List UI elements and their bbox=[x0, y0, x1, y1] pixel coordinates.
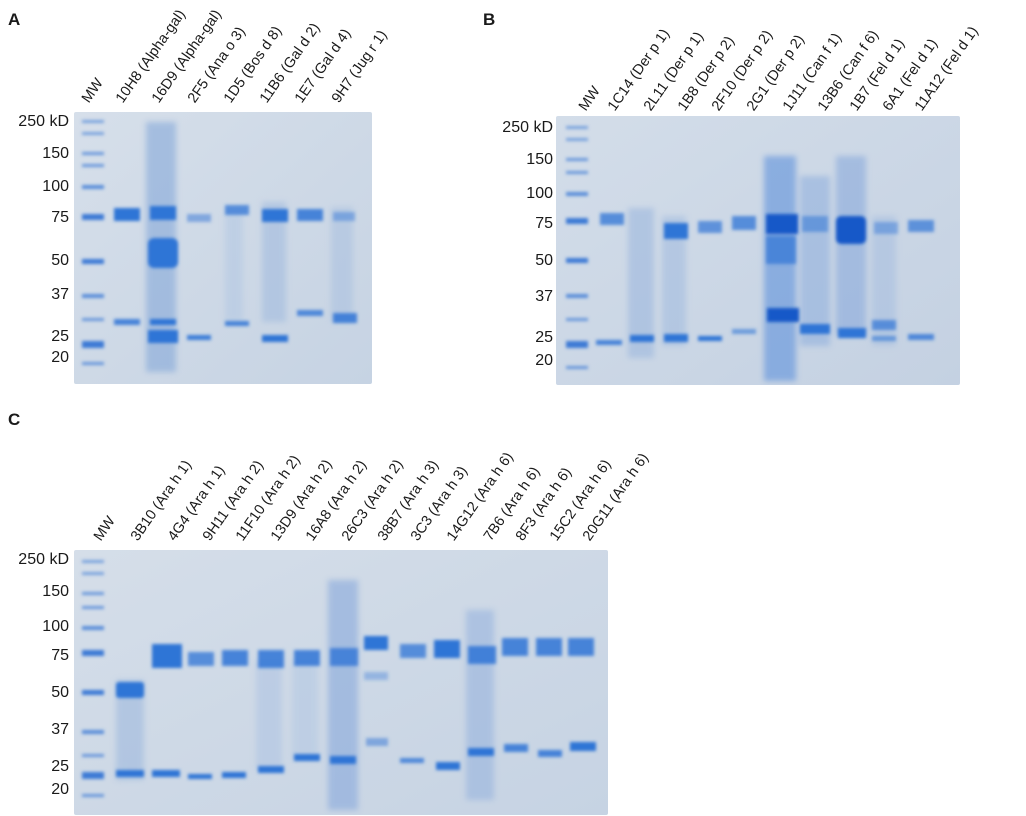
lane-label: 14G12 (Ara h 6) bbox=[443, 449, 517, 544]
gel-image bbox=[556, 116, 960, 385]
marker-label: 75 bbox=[51, 209, 69, 226]
marker-label: 50 bbox=[535, 252, 553, 269]
marker-label: 100 bbox=[42, 178, 69, 195]
panel-letter-a: A bbox=[8, 10, 21, 29]
gel-image bbox=[74, 112, 372, 384]
marker-label: 25 bbox=[51, 328, 69, 345]
panel-letter-c: C bbox=[8, 410, 21, 429]
marker-label: 75 bbox=[535, 215, 553, 232]
marker-label: 25 bbox=[535, 329, 553, 346]
marker-label: 250 kD bbox=[18, 551, 69, 568]
marker-label: 37 bbox=[51, 286, 69, 303]
marker-label: 50 bbox=[51, 252, 69, 269]
marker-label: 50 bbox=[51, 684, 69, 701]
marker-label: 150 bbox=[42, 145, 69, 162]
marker-label: 20 bbox=[51, 781, 69, 798]
marker-label: 250 kD bbox=[502, 119, 553, 136]
marker-label: 75 bbox=[51, 647, 69, 664]
marker-label: 20 bbox=[535, 352, 553, 369]
marker-label: 20 bbox=[51, 349, 69, 366]
marker-label: 25 bbox=[51, 758, 69, 775]
lane-label: MW bbox=[575, 83, 604, 114]
panel-letter-b: B bbox=[483, 10, 496, 29]
marker-label: 250 kD bbox=[18, 113, 69, 130]
marker-label: 100 bbox=[526, 185, 553, 202]
marker-label: 37 bbox=[51, 721, 69, 738]
lane-label: MW bbox=[90, 513, 119, 544]
marker-label: 150 bbox=[42, 583, 69, 600]
gel-image bbox=[74, 550, 608, 815]
lane-label: MW bbox=[78, 75, 107, 106]
marker-label: 150 bbox=[526, 151, 553, 168]
marker-label: 37 bbox=[535, 288, 553, 305]
marker-label: 100 bbox=[42, 618, 69, 635]
